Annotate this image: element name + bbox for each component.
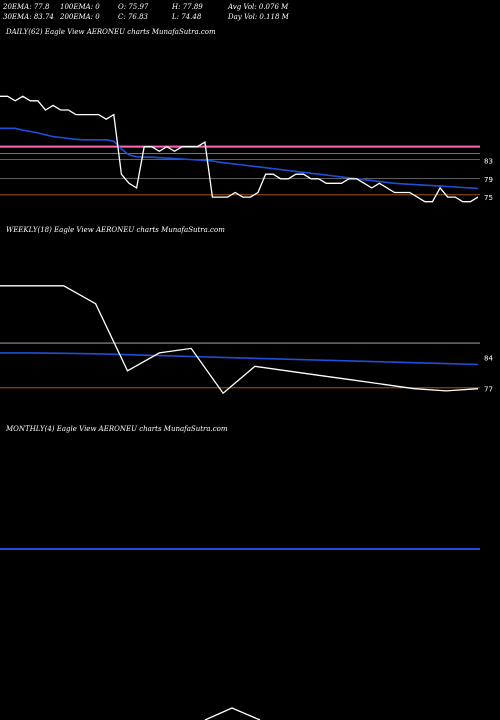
hdr-close: C: 76.83 bbox=[118, 13, 148, 21]
weekly-panel-title: WEEKLY(18) Eagle View AERONEU charts Mun… bbox=[6, 226, 225, 234]
monthly-price-line bbox=[204, 707, 261, 720]
daily-tick-label: 75 bbox=[484, 194, 493, 202]
hdr-avgvol: Avg Vol: 0.076 M bbox=[228, 3, 289, 11]
weekly-ema-line bbox=[0, 352, 479, 366]
weekly-tick-label: 84 bbox=[484, 354, 493, 362]
weekly-price-line bbox=[0, 285, 479, 395]
hdr-ema100: 100EMA: 0 bbox=[60, 3, 100, 11]
hdr-dayvol: Day Vol: 0.118 M bbox=[228, 13, 289, 21]
daily-ema-line bbox=[0, 127, 479, 190]
daily-tick-label: 79 bbox=[484, 176, 493, 184]
daily-panel-title: DAILY(62) Eagle View AERONEU charts Muna… bbox=[6, 28, 216, 36]
hdr-ema30: 30EMA: 83.74 bbox=[3, 13, 54, 21]
hdr-open: O: 75.97 bbox=[118, 3, 149, 11]
hdr-ema20: 20EMA: 77.8 bbox=[3, 3, 50, 11]
hdr-low: L: 74.48 bbox=[172, 13, 202, 21]
daily-tick-label: 83 bbox=[484, 157, 493, 165]
hdr-high: H: 77.89 bbox=[172, 3, 203, 11]
monthly-panel-title: MONTHLY(4) Eagle View AERONEU charts Mun… bbox=[6, 425, 228, 433]
daily-price-line bbox=[0, 95, 479, 203]
weekly-tick-label: 77 bbox=[484, 386, 493, 394]
hdr-ema200: 200EMA: 0 bbox=[60, 13, 100, 21]
